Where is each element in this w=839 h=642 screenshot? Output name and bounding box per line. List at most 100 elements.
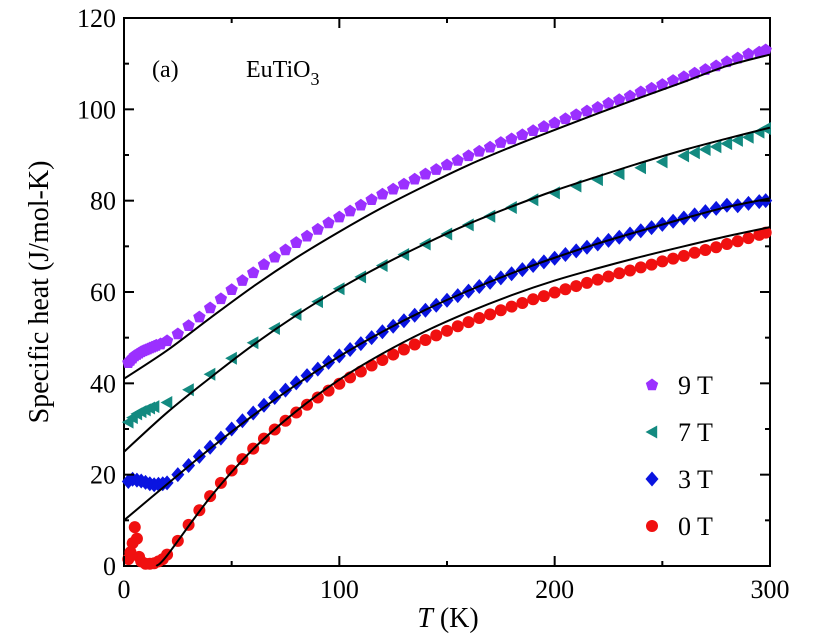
data-point (160, 334, 174, 347)
y-axis-title: Specific heat (J/mol-K) (24, 161, 55, 424)
compound-subscript: 3 (310, 69, 319, 89)
data-point (709, 200, 723, 216)
data-point (602, 96, 615, 109)
data-point (580, 104, 594, 117)
data-point (430, 163, 443, 175)
data-point (570, 108, 583, 121)
data-point (268, 250, 281, 263)
data-point (612, 167, 625, 181)
data-point (225, 283, 238, 295)
data-point (322, 216, 335, 229)
y-tick-label: 80 (90, 187, 116, 216)
data-point (147, 400, 160, 414)
data-point (419, 167, 432, 180)
data-point (591, 101, 604, 113)
data-point (677, 249, 690, 262)
data-point (408, 338, 421, 351)
data-point (613, 93, 626, 106)
data-point (193, 310, 206, 323)
data-point (203, 301, 217, 314)
data-point (483, 140, 497, 153)
y-tick-label: 120 (77, 4, 116, 33)
data-point (720, 137, 733, 151)
data-point (301, 398, 314, 411)
data-point (666, 74, 680, 86)
data-point (742, 47, 755, 60)
data-point (710, 241, 723, 254)
compound-name: EuTiO (246, 57, 310, 83)
fit-line-1 (123, 126, 771, 453)
data-point (548, 116, 561, 129)
data-point (527, 293, 540, 306)
data-point (451, 153, 464, 166)
data-point (300, 229, 314, 242)
data-point (580, 276, 593, 289)
y-tick-label: 0 (103, 552, 116, 581)
data-point (720, 238, 733, 251)
data-point (677, 70, 691, 83)
data-point (688, 246, 701, 259)
data-point (526, 124, 540, 137)
data-point (688, 66, 701, 79)
data-point (354, 198, 368, 211)
x-axis-variable: T (417, 603, 435, 634)
x-tick-label: 300 (751, 575, 790, 604)
legend-marker (645, 471, 659, 487)
data-point (247, 266, 260, 279)
data-point (699, 243, 712, 256)
series-3t (121, 193, 773, 493)
series-9t (122, 43, 772, 369)
data-point (268, 322, 280, 336)
data-point (419, 333, 432, 346)
x-axis-title: T (K) (417, 603, 478, 634)
data-point (516, 296, 529, 309)
data-point (289, 307, 302, 321)
data-point (656, 78, 669, 90)
data-point (591, 273, 604, 286)
x-axis-unit: (K) (433, 603, 479, 634)
y-tick-label: 40 (90, 369, 116, 398)
data-point (731, 51, 744, 64)
data-point (473, 312, 486, 325)
fit-line-3 (155, 226, 771, 567)
data-point (494, 136, 508, 148)
fit-lines (123, 53, 771, 567)
data-point (494, 304, 507, 317)
data-point (160, 396, 173, 410)
legend-marker (645, 425, 658, 439)
data-point (505, 300, 518, 313)
data-point (602, 270, 615, 283)
legend-marker (646, 520, 658, 532)
data-point (130, 532, 143, 545)
data-point (333, 210, 346, 223)
data-point (386, 182, 400, 195)
x-tick-label: 0 (118, 575, 131, 604)
data-point (559, 112, 572, 125)
data-point (397, 177, 411, 190)
compound-label: EuTiO3 (246, 57, 319, 89)
data-point (656, 255, 669, 268)
legend-marker (645, 378, 659, 391)
data-point (634, 261, 647, 274)
x-tick-label: 200 (535, 575, 574, 604)
data-point (128, 521, 141, 534)
y-tick-label: 60 (90, 278, 116, 307)
data-point (526, 193, 539, 207)
data-point (667, 252, 680, 265)
data-point (624, 264, 637, 277)
data-point (171, 327, 185, 340)
panel-label: (a) (152, 57, 179, 83)
data-point (225, 421, 239, 437)
data-point (741, 130, 754, 144)
x-tick-label: 100 (320, 575, 359, 604)
data-point (451, 320, 464, 333)
fit-line-2 (123, 197, 771, 522)
data-point (257, 258, 271, 270)
data-point (537, 120, 551, 132)
data-point (462, 316, 475, 329)
data-point (236, 274, 249, 286)
data-point (548, 286, 561, 299)
data-point (505, 132, 518, 145)
data-point (731, 133, 743, 147)
